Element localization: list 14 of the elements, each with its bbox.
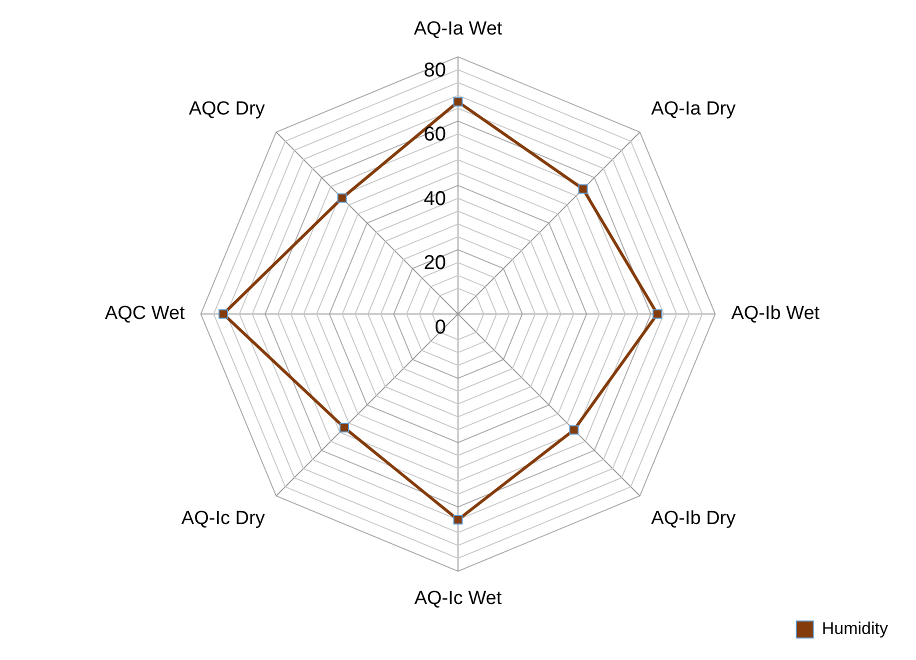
y-tick-label: 60 <box>424 124 446 146</box>
spoke-label: AQ-Ib Dry <box>651 508 736 529</box>
spoke-label: AQ-Ia Wet <box>414 18 503 40</box>
spoke-label: AQC Wet <box>104 303 186 324</box>
y-tick-label: 80 <box>424 59 446 82</box>
spoke-label: AQ-Ib Wet <box>731 303 820 324</box>
spoke-label: AQ-Ia Dry <box>651 98 736 120</box>
spoke-label: AQ-Ic Wet <box>414 588 502 609</box>
y-tick-label: 0 <box>434 316 446 339</box>
spoke-label: AQC Dry <box>188 98 266 120</box>
legend-label: Humidity <box>822 619 888 638</box>
y-tick-label: 40 <box>424 188 446 210</box>
y-tick-label: 20 <box>424 252 446 274</box>
spoke-label: AQ-Ic Dry <box>181 508 266 529</box>
